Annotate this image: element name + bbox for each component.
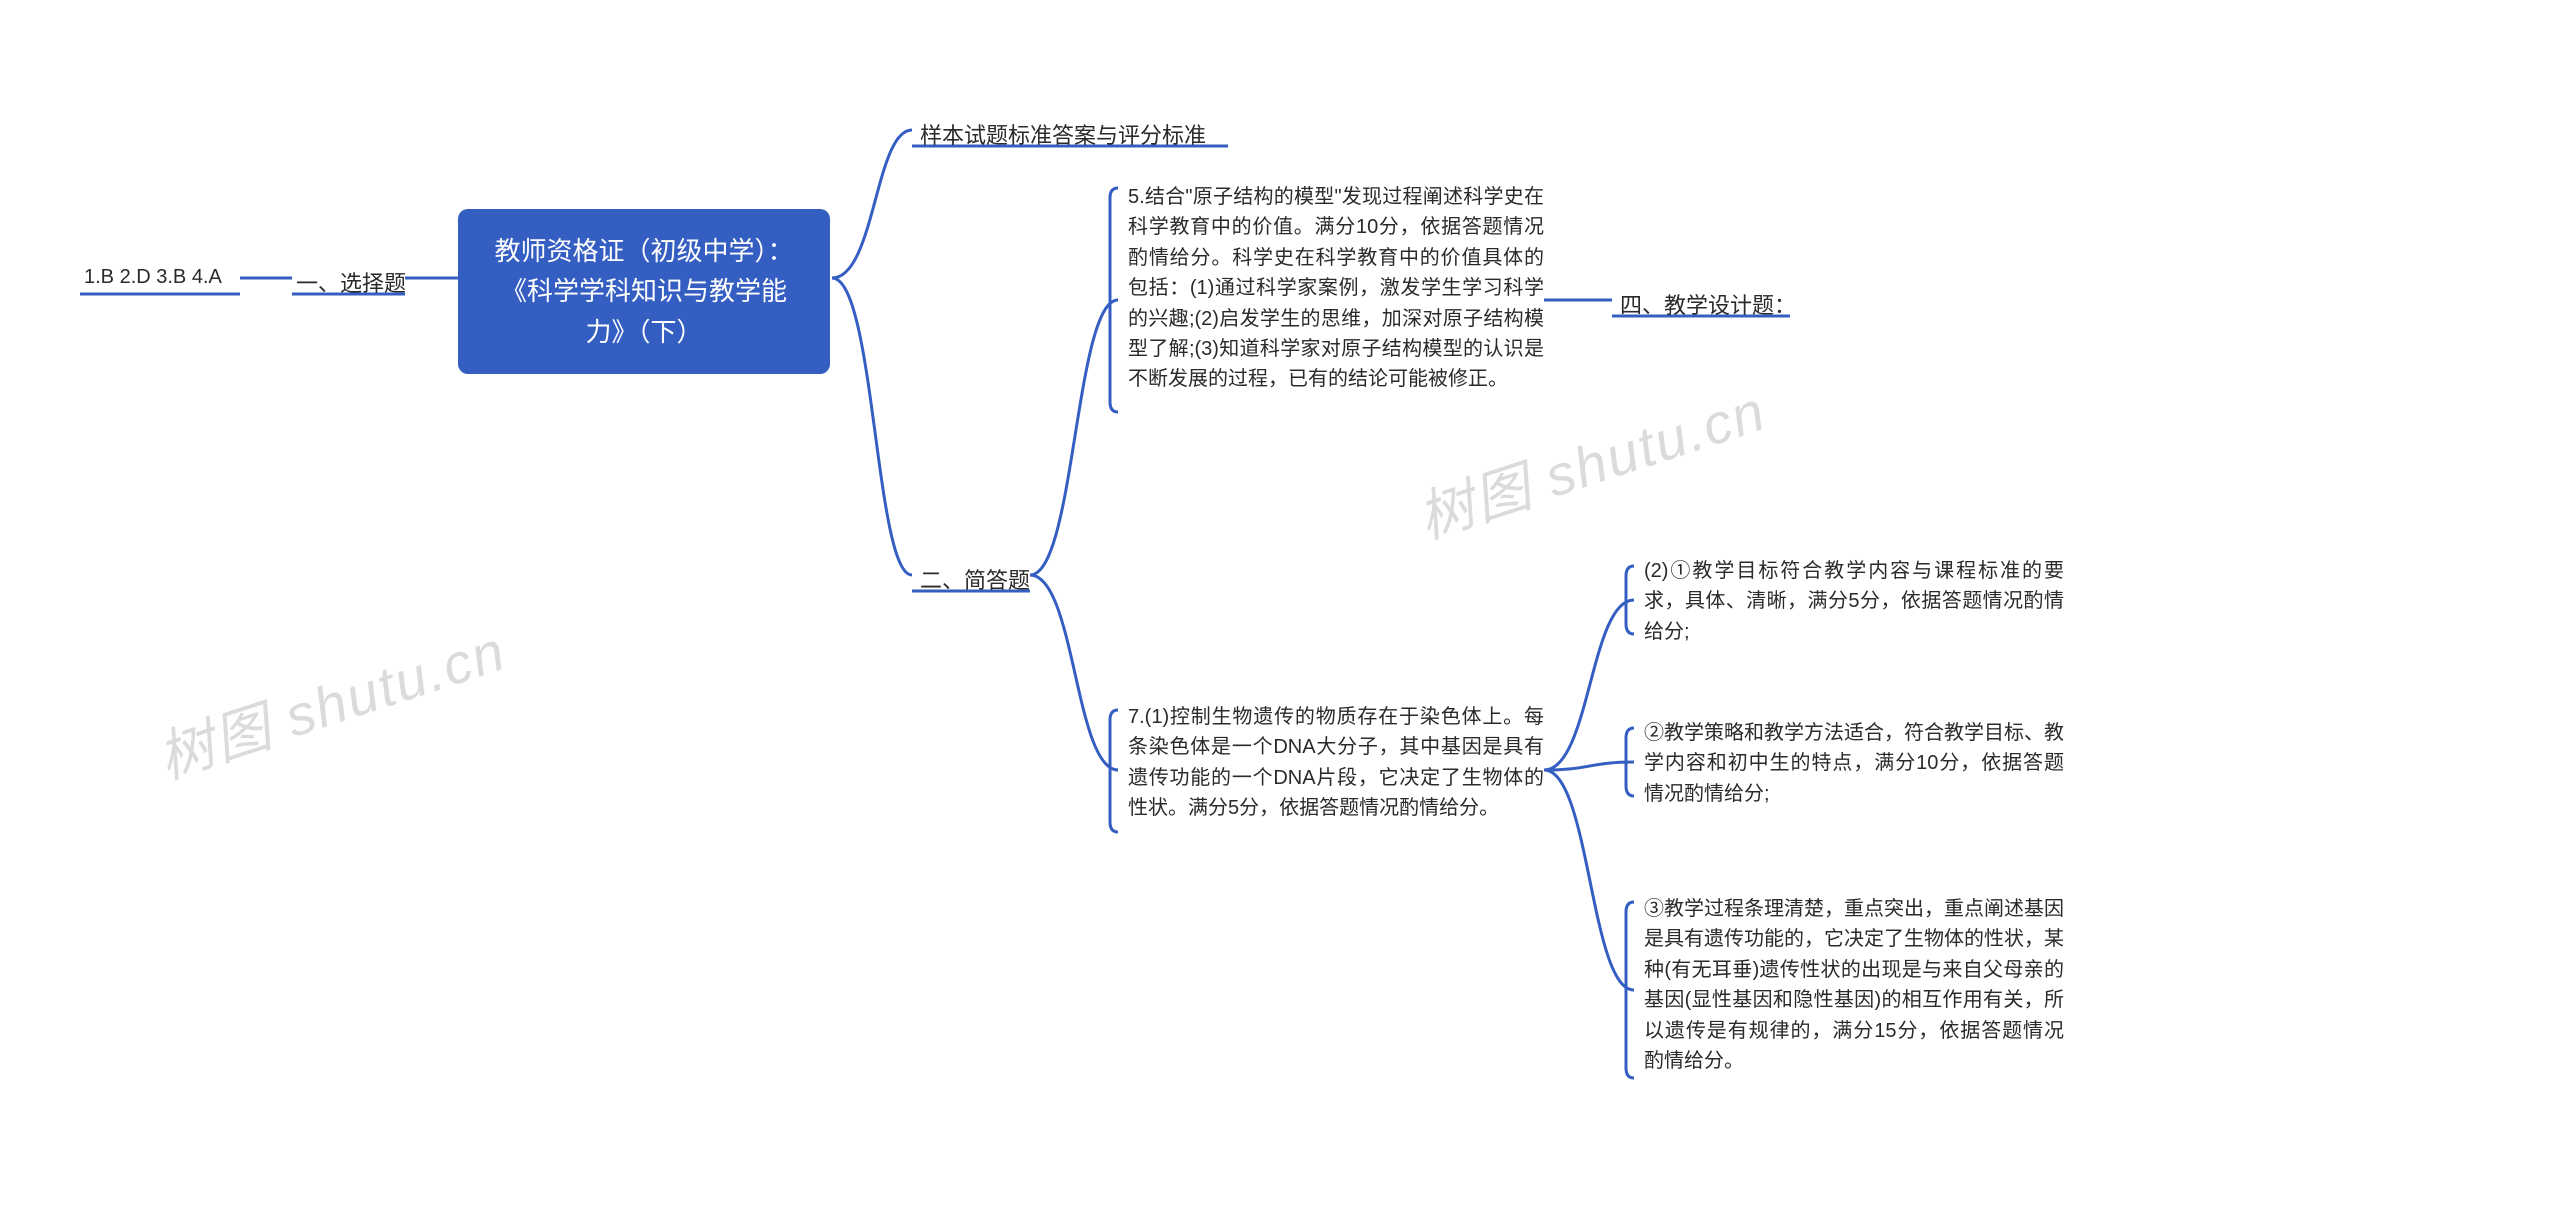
leaf-choice-answers: 1.B 2.D 3.B 4.A [80,258,226,297]
paragraph-sub-1: (2)①教学目标符合教学内容与课程标准的要求，具体、清晰，满分5分，依据答题情况… [1644,556,2064,647]
branch-short-answer: 二、简答题 [916,553,1034,605]
branch-sample-answers: 样本试题标准答案与评分标准 [916,108,1210,160]
watermark-1: 树图 shutu.cn [146,606,515,795]
root-node: 教师资格证（初级中学）：《科学学科知识与教学能力》（下） [458,209,830,374]
branch-choice: 一、选择题 [292,256,410,308]
paragraph-q7: 7.(1)控制生物遗传的物质存在于染色体上。每条染色体是一个DNA大分子，其中基… [1128,702,1544,824]
branch-teaching-design: 四、教学设计题： [1616,278,1800,330]
paragraph-q5: 5.结合"原子结构的模型"发现过程阐述科学史在科学教育中的价值。满分10分，依据… [1128,182,1544,395]
paragraph-sub-3: ③教学过程条理清楚，重点突出，重点阐述基因是具有遗传功能的，它决定了生物体的性状… [1644,894,2064,1076]
paragraph-sub-2: ②教学策略和教学方法适合，符合教学目标、教学内容和初中生的特点，满分10分，依据… [1644,718,2064,809]
